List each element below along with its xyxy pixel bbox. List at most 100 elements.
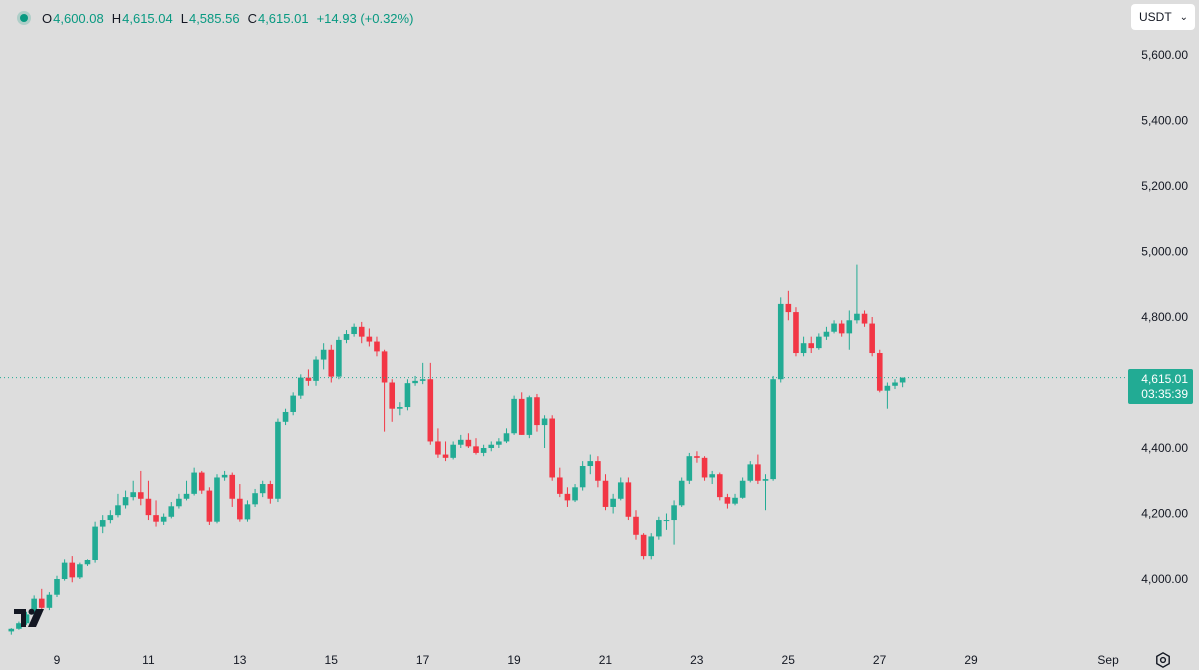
candle-body <box>404 383 411 408</box>
candle-body <box>869 323 875 354</box>
price-tick-label: 5,600.00 <box>1141 48 1188 62</box>
candle <box>16 621 22 630</box>
price-tick-label: 5,400.00 <box>1141 114 1188 128</box>
candle-body <box>92 526 98 561</box>
candle <box>336 336 342 380</box>
candle-body <box>198 472 205 491</box>
candle-body <box>579 466 586 488</box>
candle-body <box>61 562 68 579</box>
candle <box>739 477 746 499</box>
currency-select[interactable]: USDT ⌄ <box>1131 4 1195 30</box>
candle <box>686 452 693 485</box>
candle <box>358 321 365 344</box>
candle-body <box>777 303 784 380</box>
candle-body <box>442 454 449 458</box>
candle <box>389 379 396 422</box>
candle <box>884 382 891 409</box>
candle-body <box>716 474 723 498</box>
candle-body <box>694 456 700 458</box>
candle-body <box>785 303 792 313</box>
candle-body <box>23 614 30 624</box>
candle <box>61 559 68 581</box>
candle-body <box>457 439 464 445</box>
candle <box>374 336 380 357</box>
candle <box>823 326 830 340</box>
candle-body <box>229 474 236 499</box>
candle-body <box>587 461 594 467</box>
candle <box>435 428 441 458</box>
tradingview-logo-icon[interactable] <box>14 606 50 630</box>
time-tick-label: 15 <box>325 653 339 667</box>
candle-body <box>899 377 906 383</box>
change-value: +14.93 (+0.32%) <box>316 10 414 26</box>
candle <box>267 480 274 504</box>
candle <box>183 480 190 501</box>
close-label: C <box>247 10 257 26</box>
candle <box>168 502 175 519</box>
candle-body <box>564 493 571 501</box>
candle-body <box>557 477 563 494</box>
status-dot-icon <box>20 14 28 22</box>
candle-body <box>183 493 190 499</box>
candle <box>625 477 632 521</box>
candle <box>564 487 571 507</box>
candle-body <box>313 359 319 381</box>
candle <box>54 575 60 598</box>
candle-body <box>343 334 350 340</box>
candle <box>610 493 616 514</box>
candle <box>846 310 853 350</box>
price-tick-label: 5,200.00 <box>1141 179 1188 193</box>
candle <box>716 472 723 501</box>
candle-body <box>549 418 555 478</box>
candle-body <box>671 505 677 521</box>
price-tick-label: 4,000.00 <box>1141 572 1188 586</box>
candle <box>640 533 647 560</box>
candle-body <box>282 411 289 422</box>
gear-icon[interactable] <box>1154 651 1172 669</box>
candle-body <box>84 560 91 565</box>
candle-body <box>297 377 304 396</box>
candle <box>488 441 495 452</box>
price-tick-label: 4,200.00 <box>1141 507 1188 521</box>
candle <box>617 477 624 501</box>
last-price-value: 4,615.01 <box>1141 371 1188 386</box>
candle <box>297 374 304 399</box>
candle <box>678 477 685 507</box>
candle-body <box>412 380 418 384</box>
candle <box>663 513 670 530</box>
candle-body <box>160 516 167 522</box>
low-value: 4,585.56 <box>188 10 240 26</box>
time-axis: 9 11 13 15 17 19 21 23 25 27 29 Sep <box>54 653 1119 667</box>
candle <box>290 392 296 416</box>
candle-body <box>328 349 335 377</box>
candle <box>46 592 53 611</box>
candle <box>503 428 510 444</box>
time-tick-label: 13 <box>233 653 247 667</box>
candle-body <box>320 349 327 360</box>
price-tick-label: 4,800.00 <box>1141 310 1188 324</box>
candle <box>84 559 91 566</box>
candle-body <box>305 377 312 381</box>
candle-body <box>739 480 746 498</box>
bar-countdown: 03:35:39 <box>1141 386 1188 401</box>
candle <box>77 562 83 579</box>
candle-body <box>800 343 807 354</box>
candle-body <box>526 397 533 435</box>
candle-body <box>762 479 769 481</box>
candle-body <box>419 379 426 381</box>
candle-body <box>16 623 22 629</box>
candle-body <box>153 515 159 522</box>
candle <box>221 470 228 481</box>
candle <box>671 500 677 545</box>
price-tick-label: 5,000.00 <box>1141 245 1188 259</box>
candle-body <box>503 433 510 442</box>
time-tick-label: 21 <box>599 653 613 667</box>
time-tick-label: 27 <box>873 653 887 667</box>
candle-body <box>31 598 37 615</box>
candle-body <box>884 385 891 391</box>
candle <box>412 375 418 386</box>
candle <box>511 395 517 435</box>
candle-body <box>602 480 609 507</box>
time-tick-label: 11 <box>142 653 155 667</box>
